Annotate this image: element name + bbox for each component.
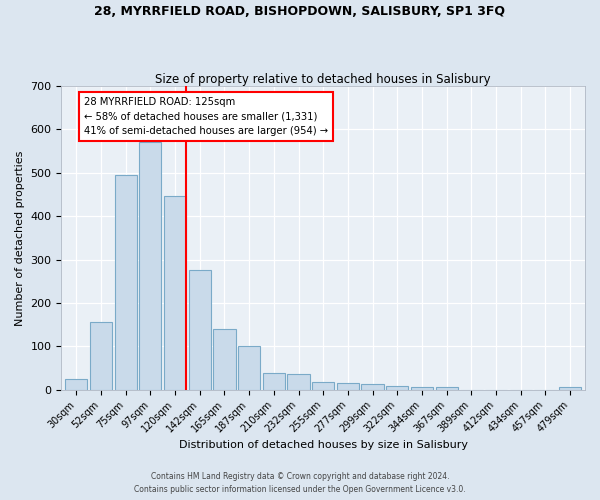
- X-axis label: Distribution of detached houses by size in Salisbury: Distribution of detached houses by size …: [179, 440, 468, 450]
- Bar: [90, 322, 112, 390]
- Bar: [213, 329, 236, 390]
- Bar: [238, 346, 260, 390]
- Text: 28 MYRRFIELD ROAD: 125sqm
← 58% of detached houses are smaller (1,331)
41% of se: 28 MYRRFIELD ROAD: 125sqm ← 58% of detac…: [83, 97, 328, 136]
- Bar: [559, 387, 581, 390]
- Bar: [65, 379, 88, 390]
- Bar: [337, 383, 359, 390]
- Bar: [411, 387, 433, 390]
- Bar: [361, 384, 384, 390]
- Text: Contains HM Land Registry data © Crown copyright and database right 2024.
Contai: Contains HM Land Registry data © Crown c…: [134, 472, 466, 494]
- Bar: [386, 386, 409, 390]
- Bar: [287, 374, 310, 390]
- Bar: [312, 382, 334, 390]
- Bar: [188, 270, 211, 390]
- Title: Size of property relative to detached houses in Salisbury: Size of property relative to detached ho…: [155, 73, 491, 86]
- Bar: [139, 142, 161, 390]
- Text: 28, MYRRFIELD ROAD, BISHOPDOWN, SALISBURY, SP1 3FQ: 28, MYRRFIELD ROAD, BISHOPDOWN, SALISBUR…: [95, 5, 505, 18]
- Bar: [436, 387, 458, 390]
- Y-axis label: Number of detached properties: Number of detached properties: [15, 150, 25, 326]
- Bar: [115, 175, 137, 390]
- Bar: [164, 196, 186, 390]
- Bar: [263, 373, 285, 390]
